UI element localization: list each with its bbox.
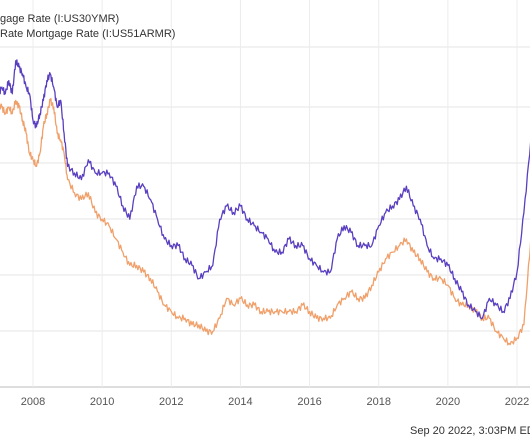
x-tick-label: 2014	[228, 396, 252, 408]
legend-entry-0: gage Rate (I:US30YMR)	[0, 13, 119, 25]
legend-entry-1: Rate Mortgage Rate (I:US51ARMR)	[0, 28, 175, 40]
legend: gage Rate (I:US30YMR) Rate Mortgage Rate …	[0, 13, 175, 40]
series-line-1	[0, 97, 530, 346]
x-tick-label: 2016	[297, 396, 321, 408]
series-layer	[0, 59, 530, 346]
x-tick-label: 2022	[505, 396, 529, 408]
x-tick-label: 2010	[90, 396, 114, 408]
gridlines	[0, 0, 530, 388]
series-line-0	[0, 59, 530, 320]
x-tick-label: 2018	[366, 396, 390, 408]
x-tick-label: 2020	[436, 396, 460, 408]
footer-timestamp: Sep 20 2022, 3:03PM EDT. Powered b	[410, 425, 530, 437]
x-tick-label: 2008	[21, 396, 45, 408]
x-axis-ticks: 2008 2010 2012 2014 2016 2018 2020 2022	[21, 396, 529, 408]
x-tick-label: 2012	[159, 396, 183, 408]
